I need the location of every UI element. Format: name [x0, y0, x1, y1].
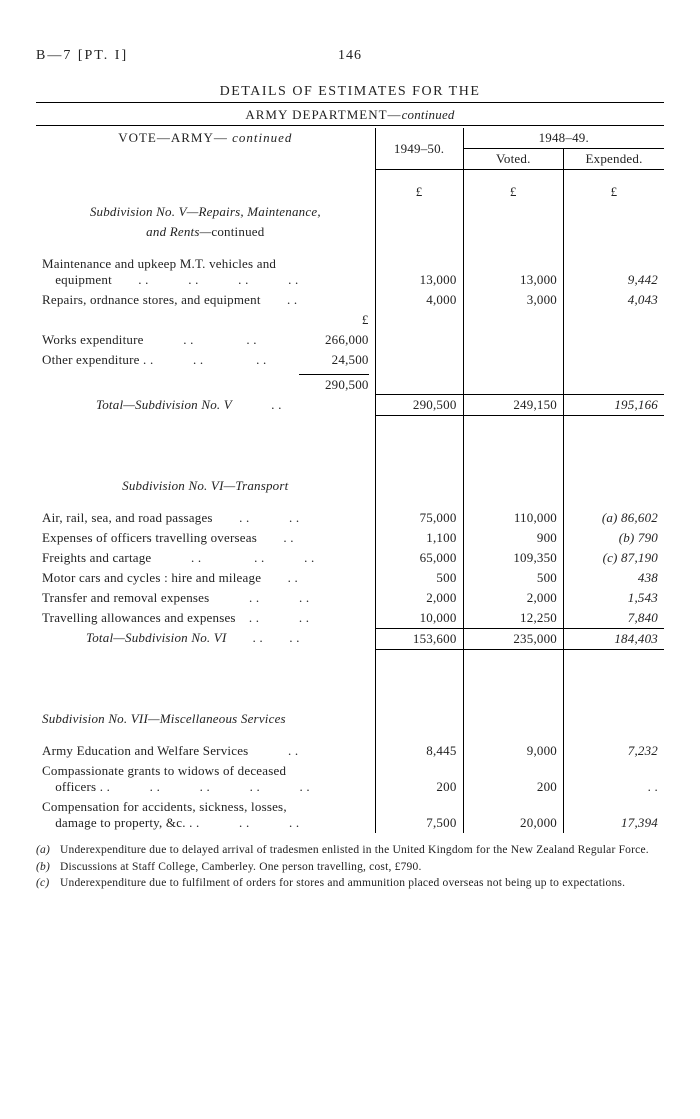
subtitle-dept: ARMY DEPARTMENT— [245, 107, 401, 122]
footnote: (a) Underexpenditure due to delayed arri… [36, 843, 664, 859]
footnotes: (a) Underexpenditure due to delayed arri… [36, 843, 664, 892]
section-v-title-a: Subdivision No. V—Repairs, Maintenance, [36, 202, 375, 222]
inner-subtotal: 290,500 [36, 370, 375, 395]
inner-pound-row: £ [36, 310, 375, 330]
col-voted: Voted. [463, 149, 563, 170]
col-expended: Expended. [564, 149, 665, 170]
section-vi-title: Subdivision No. VI—Transport [36, 476, 375, 496]
table-row: Repairs, ordnance stores, and equipment … [36, 290, 664, 310]
page-header-left: B—7 [PT. I] [36, 48, 128, 64]
section-v-total: Total—Subdivision No. V . . 290,500 249,… [36, 395, 664, 416]
section-vi-total: Total—Subdivision No. VI . . . . 153,600… [36, 628, 664, 649]
table-row: Travelling allowances and expenses . . .… [36, 608, 664, 629]
estimates-table: VOTE—ARMY— continued 1949–50. 1948–49. V… [36, 128, 664, 833]
table-row: Works expenditure . . . .266,000 [36, 330, 664, 350]
page-header: B—7 [PT. I] 146 [36, 48, 664, 64]
table-row: Army Education and Welfare Services . . … [36, 741, 664, 761]
table-row: Compassionate grants to widows of deceas… [36, 761, 664, 797]
table-row: Other expenditure . . . . . .24,500 [36, 350, 664, 370]
table-row: Expenses of officers travelling overseas… [36, 528, 664, 548]
footnote: (b) Discussions at Staff College, Camber… [36, 860, 664, 876]
rule-top [36, 102, 664, 103]
col-year-prev: 1948–49. [463, 128, 664, 149]
table-row: Maintenance and upkeep M.T. vehicles and… [36, 254, 664, 290]
col-year-main: 1949–50. [375, 128, 463, 170]
pound-b: £ [463, 182, 563, 202]
page-number: 146 [338, 48, 362, 64]
section-v-title-b: and Rents—continued [36, 222, 375, 242]
section-vii-title: Subdivision No. VII—Miscellaneous Servic… [36, 709, 375, 729]
table-row: Air, rail, sea, and road passages . . . … [36, 508, 664, 528]
vote-heading: VOTE—ARMY— continued [36, 128, 375, 170]
main-title: DETAILS OF ESTIMATES FOR THE [36, 84, 664, 100]
table-row: Compensation for accidents, sickness, lo… [36, 797, 664, 833]
subtitle: ARMY DEPARTMENT—continued [36, 107, 664, 123]
table-row: Transfer and removal expenses . . . . 2,… [36, 588, 664, 608]
pound-c: £ [564, 182, 665, 202]
table-row: Motor cars and cycles : hire and mileage… [36, 568, 664, 588]
table-row: Freights and cartage . . . . . . 65,000 … [36, 548, 664, 568]
pound-a: £ [375, 182, 463, 202]
footnote: (c) Underexpenditure due to fulfilment o… [36, 876, 664, 892]
subtitle-cont: continued [402, 107, 455, 122]
rule-under-subtitle [36, 125, 664, 126]
